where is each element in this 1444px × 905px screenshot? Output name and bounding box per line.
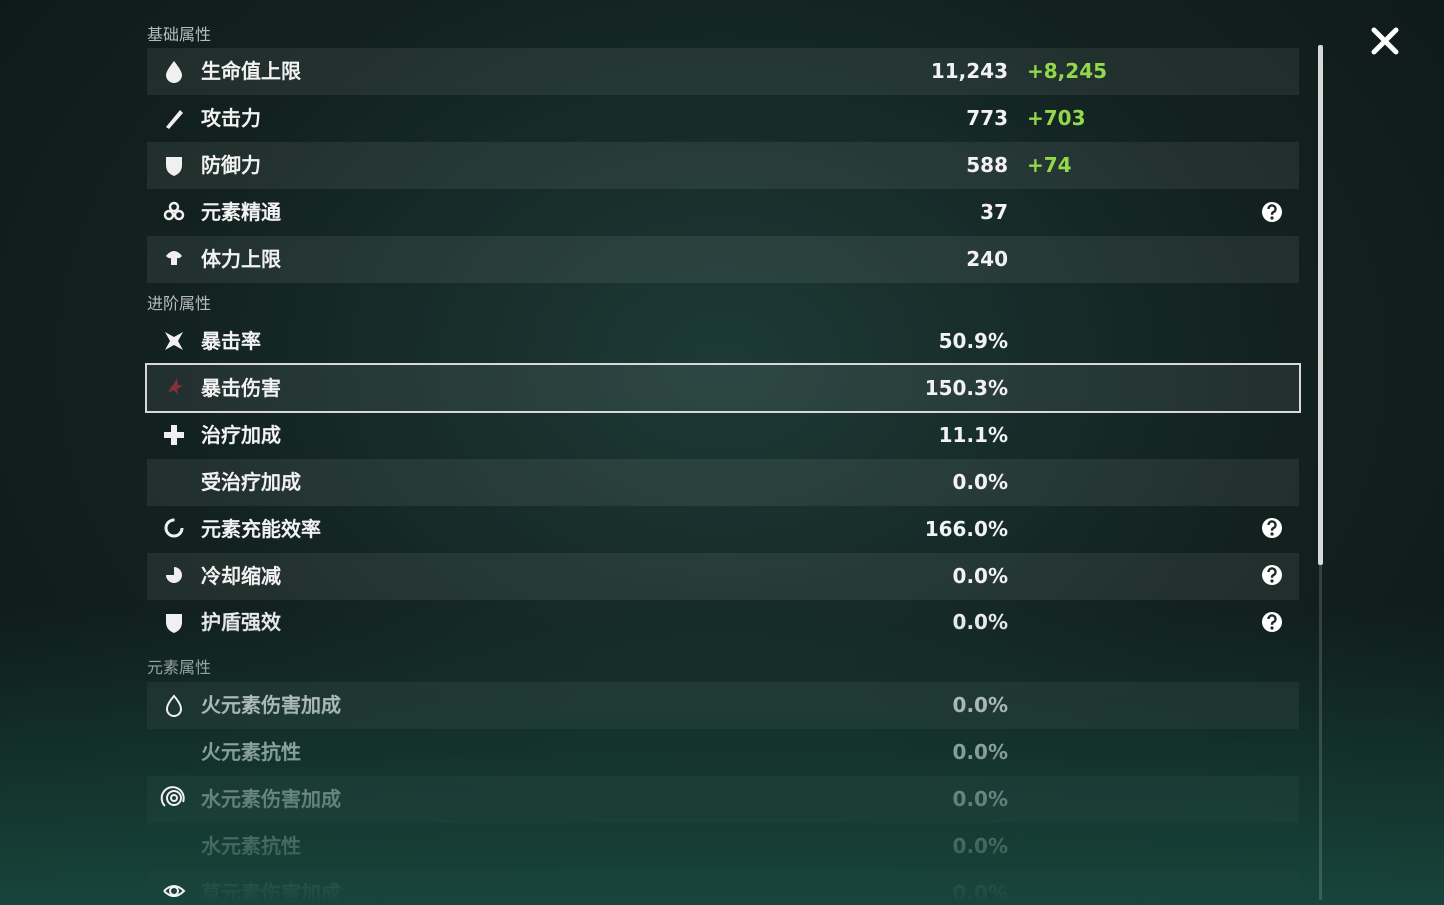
stat-row[interactable]: 暴击率 50.9% <box>147 318 1299 365</box>
dendro-icon <box>163 885 186 897</box>
stat-row[interactable]: 火元素伤害加成 0.0% <box>147 682 1299 729</box>
stat-row[interactable]: 火元素抗性 0.0% <box>147 729 1299 776</box>
stat-label: 草元素伤害加成 <box>201 880 341 905</box>
stat-label: 护盾强效 <box>201 610 281 635</box>
section-title: 元素属性 <box>147 658 212 677</box>
stat-label: 防御力 <box>201 152 261 177</box>
stat-row[interactable]: 护盾强效 0.0% <box>147 599 1299 646</box>
stat-icons <box>160 61 186 897</box>
stat-bonus: +8,245 <box>1027 59 1108 83</box>
stat-label: 生命值上限 <box>201 59 301 83</box>
crit-dmg-icon <box>168 378 183 395</box>
stat-row[interactable]: 水元素抗性 0.0% <box>147 823 1299 870</box>
em-icon <box>163 201 185 221</box>
stat-row[interactable]: 防御力 588 +74 <box>147 141 1299 189</box>
scroll-thumb[interactable] <box>1318 45 1323 565</box>
stat-value: 0.0% <box>952 739 1008 764</box>
stat-bonus: +74 <box>1027 152 1072 177</box>
stat-value: 0.0% <box>952 880 1008 905</box>
stat-row[interactable]: 攻击力 773 +703 <box>147 95 1299 142</box>
stat-label: 暴击率 <box>201 329 261 353</box>
hydro-icon <box>160 786 185 807</box>
crit-rate-icon <box>165 332 183 350</box>
stat-label: 水元素抗性 <box>201 833 301 858</box>
section-title: 基础属性 <box>147 25 212 44</box>
help-icon[interactable] <box>1262 612 1282 632</box>
stat-value: 37 <box>980 199 1008 224</box>
stat-label: 冷却缩减 <box>201 563 281 588</box>
stat-label: 体力上限 <box>201 246 281 271</box>
stat-row[interactable]: 受治疗加成 0.0% <box>147 458 1299 506</box>
selected-row-border <box>145 363 1301 413</box>
stat-label: 攻击力 <box>201 105 261 130</box>
stat-value: 0.0% <box>952 469 1008 494</box>
help-icons <box>1262 202 1282 632</box>
stat-value: 240 <box>966 246 1008 271</box>
heal-icon <box>164 425 184 445</box>
stat-value: 588 <box>966 152 1008 177</box>
stat-label: 暴击伤害 <box>201 375 281 400</box>
atk-icon <box>166 110 183 129</box>
shield-icon <box>166 614 182 633</box>
hp-icon <box>166 61 182 83</box>
stat-label: 水元素伤害加成 <box>201 786 341 811</box>
stat-value: 11.1% <box>938 422 1008 447</box>
help-icon[interactable] <box>1262 202 1282 222</box>
stat-row[interactable]: 水元素伤害加成 0.0% <box>147 775 1299 823</box>
stamina-icon <box>166 251 182 265</box>
stat-value: 0.0% <box>952 610 1008 635</box>
stat-row[interactable]: 元素精通 37 <box>147 189 1299 236</box>
er-icon <box>164 518 184 538</box>
stat-label: 治疗加成 <box>201 422 281 447</box>
stat-label: 受治疗加成 <box>201 469 301 494</box>
stat-row[interactable]: 草元素伤害加成 0.0% <box>147 869 1299 905</box>
def-icon <box>166 157 182 176</box>
stat-value: 0.0% <box>952 833 1008 858</box>
stat-row[interactable]: 生命值上限 11,243 +8,245 <box>147 48 1299 95</box>
pyro-icon <box>165 694 183 717</box>
stat-row[interactable]: 体力上限 240 <box>147 235 1299 283</box>
close-button[interactable] <box>1371 27 1399 55</box>
stat-value: 773 <box>966 105 1008 130</box>
stat-value: 0.0% <box>952 786 1008 811</box>
stat-value: 0.0% <box>952 563 1008 588</box>
stat-value: 150.3% <box>924 375 1008 400</box>
stat-label: 元素精通 <box>201 199 281 224</box>
stat-label: 火元素伤害加成 <box>201 693 341 717</box>
help-icon[interactable] <box>1262 565 1282 585</box>
stat-row[interactable]: 冷却缩减 0.0% <box>147 552 1299 600</box>
stat-value: 50.9% <box>938 329 1008 353</box>
stat-row[interactable]: 治疗加成 11.1% <box>147 412 1299 459</box>
stat-value: 0.0% <box>952 693 1008 717</box>
stat-label: 火元素抗性 <box>201 739 301 764</box>
stat-value: 11,243 <box>930 59 1008 83</box>
stat-bonus: +703 <box>1027 105 1086 130</box>
stat-value: 166.0% <box>924 516 1008 541</box>
stat-label: 元素充能效率 <box>201 516 321 541</box>
section-title: 进阶属性 <box>147 294 212 313</box>
stat-row[interactable]: 元素充能效率 166.0% <box>147 506 1299 553</box>
help-icon[interactable] <box>1262 518 1282 538</box>
stat-row[interactable]: 暴击伤害 150.3% <box>147 364 1299 412</box>
cd-icon <box>166 567 182 583</box>
